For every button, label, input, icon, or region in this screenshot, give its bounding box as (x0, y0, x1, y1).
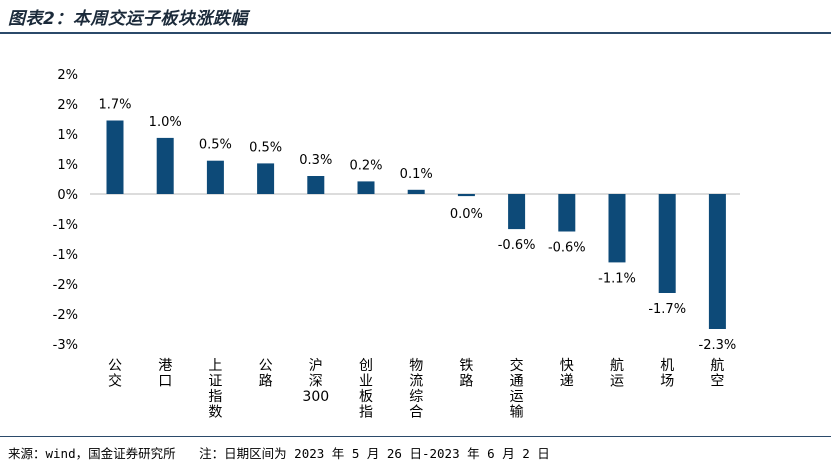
data-label: 1.0% (149, 115, 182, 130)
bar (708, 194, 726, 329)
bar (407, 189, 425, 194)
category-label: 航空 (710, 358, 724, 390)
bar (156, 137, 174, 194)
footer-note: 注：日期区间为 2023 年 5 月 26 日-2023 年 6 月 2 日 (199, 446, 550, 461)
data-label: -0.6% (548, 241, 586, 256)
footer-rule (0, 436, 831, 437)
y-tick-label: 1% (57, 128, 78, 143)
bar (206, 160, 224, 194)
data-label: 0.1% (400, 167, 433, 182)
data-label: 0.3% (299, 153, 332, 168)
bar (658, 194, 676, 293)
data-label: -2.3% (699, 338, 737, 353)
category-label: 交通运输 (510, 357, 524, 421)
category-label: 航运 (610, 358, 624, 390)
data-label: 0.2% (349, 158, 382, 173)
y-tick-label: -1% (53, 218, 78, 233)
y-tick-label: 2% (57, 98, 78, 113)
bar (106, 120, 124, 194)
data-label: -0.6% (498, 238, 536, 253)
data-label: -1.7% (648, 302, 686, 317)
chart-title: 图表2：本周交运子板块涨跌幅 (8, 9, 248, 29)
bar (307, 176, 325, 194)
y-tick-label: 2% (57, 68, 78, 83)
bar (608, 194, 626, 263)
y-tick-label: -3% (53, 338, 78, 353)
title-bar: 图表2：本周交运子板块涨跌幅 (0, 0, 831, 34)
category-label: 公路 (259, 358, 273, 390)
y-tick-label: 0% (57, 188, 78, 203)
bar (508, 194, 526, 230)
y-tick-label: -1% (53, 248, 78, 263)
y-tick-label: -2% (53, 308, 78, 323)
category-label: 港口 (158, 358, 172, 390)
data-label: 0.5% (249, 140, 282, 155)
category-label: 铁路 (459, 358, 473, 390)
y-tick-label: 1% (57, 158, 78, 173)
bar (357, 181, 375, 194)
bar (558, 194, 576, 232)
category-label: 快递 (560, 358, 574, 390)
y-tick-label: -2% (53, 278, 78, 293)
data-label: 0.0% (450, 207, 483, 222)
data-label: -1.1% (598, 271, 636, 286)
bar (257, 163, 275, 194)
category-label: 创业板指 (359, 358, 373, 421)
category-label: 上证指数 (208, 358, 222, 421)
category-label: 沪深 300 (302, 358, 329, 405)
category-label: 物流综合 (409, 358, 423, 421)
bar (457, 194, 475, 197)
category-label: 公交 (108, 358, 122, 390)
footer: 来源：wind，国金证券研究所 注：日期区间为 2023 年 5 月 26 日-… (8, 443, 566, 462)
footer-source: 来源：wind，国金证券研究所 (8, 446, 176, 461)
title-rule (0, 32, 831, 34)
category-label: 机场 (660, 358, 674, 390)
bar-chart: 2% 2% 1% 1% 0% -1% -1% -2% -2% -3% 1.7% 公交 1.0% 港口 0.5… (53, 68, 740, 421)
data-label: 1.7% (98, 98, 131, 113)
data-label: 0.5% (199, 138, 232, 153)
